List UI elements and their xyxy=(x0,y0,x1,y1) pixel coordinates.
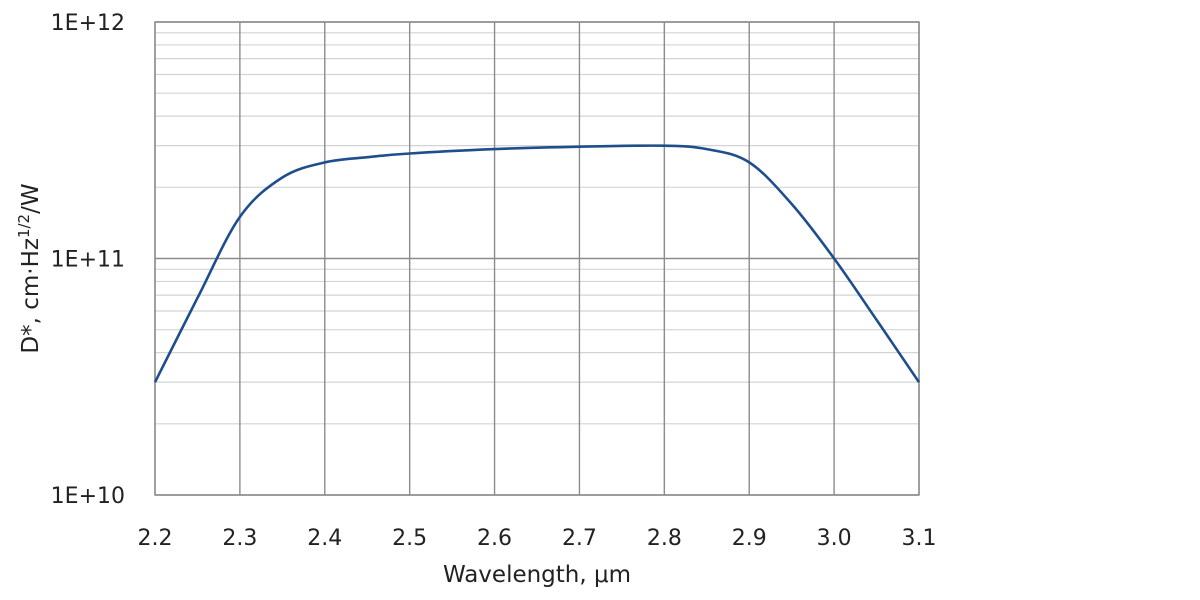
x-axis-title: Wavelength, μm xyxy=(443,562,631,588)
series-line xyxy=(153,144,921,383)
y-axis-title-main: D*, cm·Hz xyxy=(18,238,44,354)
y-axis-title-superscript: 1/2 xyxy=(15,214,33,238)
x-tick-label: 2.8 xyxy=(647,526,682,551)
x-tick-label: 2.7 xyxy=(562,526,597,551)
x-tick-label: 2.2 xyxy=(138,526,173,551)
x-tick-label: 2.5 xyxy=(392,526,427,551)
minor-gridlines xyxy=(155,32,919,425)
x-tick-label: 3.0 xyxy=(817,526,852,551)
y-tick-label: 1E+11 xyxy=(51,248,125,273)
y-tick-labels: 1E+10 1E+11 1E+12 xyxy=(51,11,125,509)
plot-frame xyxy=(154,21,920,496)
x-tick-label: 2.6 xyxy=(477,526,512,551)
series-layer xyxy=(153,144,921,383)
x-tick-label: 2.3 xyxy=(222,526,257,551)
y-tick-label: 1E+10 xyxy=(51,484,125,509)
x-tick-labels: 2.2 2.3 2.4 2.5 2.6 2.7 2.8 2.9 3.0 3.1 xyxy=(138,526,937,551)
x-tick-label: 3.1 xyxy=(902,526,937,551)
x-tick-label: 2.9 xyxy=(732,526,767,551)
y-axis-title: D*, cm·Hz1/2/W xyxy=(15,183,44,353)
y-tick-label: 1E+12 xyxy=(51,11,125,36)
y-axis-title-tail: /W xyxy=(18,183,44,214)
x-tick-label: 2.4 xyxy=(307,526,342,551)
